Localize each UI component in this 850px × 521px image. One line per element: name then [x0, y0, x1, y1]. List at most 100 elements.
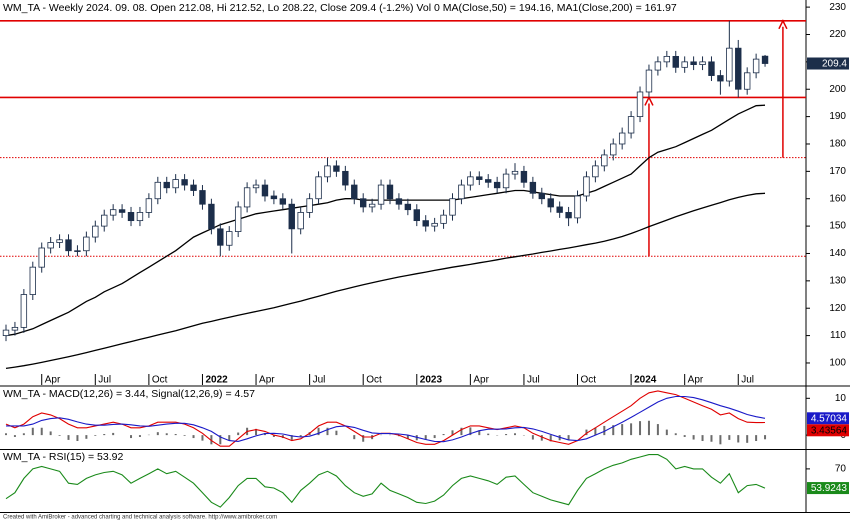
- histogram-bar: [22, 433, 25, 436]
- histogram-bar: [630, 423, 633, 436]
- histogram-bar: [656, 424, 659, 436]
- histogram-bar: [5, 433, 7, 436]
- candle-body: [342, 170, 349, 186]
- x-tick-label: Jul: [527, 375, 540, 386]
- candle-body: [467, 176, 474, 186]
- candle-body: [333, 165, 340, 172]
- candle-body: [243, 187, 251, 208]
- candle-body: [190, 184, 197, 191]
- candle-body: [502, 173, 510, 189]
- histogram-bar: [487, 433, 490, 436]
- candle-body: [627, 116, 635, 134]
- histogram-bar: [755, 435, 758, 442]
- candle-body: [109, 209, 117, 216]
- candle-body: [458, 184, 465, 200]
- histogram-bar: [746, 435, 749, 443]
- histogram-bar: [424, 435, 427, 440]
- candle-body: [127, 212, 135, 222]
- y-tick-label: 160: [829, 193, 846, 204]
- histogram-bar: [353, 435, 356, 440]
- candle-body: [672, 55, 679, 68]
- histogram-bar: [701, 435, 704, 442]
- histogram-bar: [228, 435, 231, 441]
- histogram-bar: [639, 421, 642, 436]
- histogram-bar: [174, 434, 177, 436]
- histogram-bar: [94, 435, 97, 436]
- candle-body: [118, 209, 126, 213]
- candle-body: [208, 203, 215, 230]
- candle-body: [270, 195, 278, 200]
- candle-body: [404, 203, 412, 211]
- candle-body: [574, 195, 581, 219]
- histogram-bar: [478, 430, 481, 436]
- candle-body: [199, 190, 206, 205]
- histogram-bar: [764, 435, 767, 440]
- histogram-bar: [665, 429, 668, 436]
- candle-body: [217, 228, 224, 246]
- histogram-bar: [728, 435, 731, 440]
- histogram-bar: [272, 435, 275, 437]
- y-tick-label: 170: [829, 166, 846, 177]
- histogram-bar: [201, 435, 204, 441]
- histogram-bar: [156, 432, 159, 436]
- histogram-bar: [317, 427, 320, 436]
- y-tick-label: 220: [829, 29, 846, 40]
- candle-body: [172, 179, 179, 189]
- histogram-bar: [683, 435, 686, 437]
- histogram-bar: [621, 424, 624, 436]
- candle-body: [440, 214, 447, 224]
- histogram-bar: [540, 435, 543, 441]
- candle-body: [422, 220, 429, 227]
- macd-title: WM_TA - MACD(12,26) = 3.44, Signal(12,26…: [3, 388, 255, 400]
- x-tick-label: Oct: [581, 375, 597, 386]
- candle-body: [520, 170, 528, 183]
- y-tick-label: 130: [829, 275, 846, 286]
- y-tick-label: 150: [829, 221, 846, 232]
- candle-body: [2, 329, 10, 336]
- candle-body: [65, 239, 72, 252]
- candle-body: [645, 69, 653, 93]
- candle-body: [717, 75, 724, 82]
- histogram-bar: [674, 433, 677, 436]
- y-tick-label: 120: [829, 303, 846, 314]
- histogram-bar: [210, 435, 213, 445]
- histogram-bar: [255, 428, 258, 436]
- x-tick-label: Jul: [741, 375, 754, 386]
- candle-body: [47, 242, 54, 249]
- candle-body: [368, 203, 376, 208]
- candle-body: [690, 61, 697, 66]
- candle-body: [610, 143, 617, 156]
- value-box: [807, 424, 849, 437]
- candle-body: [306, 198, 313, 213]
- y-tick-label: 200: [829, 84, 846, 95]
- histogram-bar: [31, 427, 34, 436]
- candle-body: [11, 326, 19, 331]
- candle-body: [583, 176, 590, 197]
- candle-body: [56, 239, 63, 243]
- value-box: [807, 57, 849, 70]
- value-box-label: 4.57034: [811, 413, 848, 424]
- candle-body: [449, 198, 456, 216]
- candle-body: [38, 247, 45, 268]
- candle-body: [154, 181, 162, 200]
- histogram-bar: [567, 435, 570, 440]
- histogram-bar: [49, 431, 52, 436]
- y-tick-label: 10: [835, 393, 847, 404]
- candle-body: [324, 165, 331, 178]
- histogram-bar: [647, 420, 650, 436]
- candle-body: [413, 209, 420, 222]
- histogram-bar: [326, 427, 329, 436]
- histogram-bar: [469, 427, 472, 436]
- arrow-head: [778, 19, 788, 30]
- candle-body: [618, 132, 626, 145]
- histogram-bar: [192, 435, 195, 439]
- candle-body: [226, 231, 233, 246]
- candle-body: [234, 206, 242, 232]
- y-tick-label: 190: [829, 111, 846, 122]
- candle-body: [261, 184, 269, 197]
- histogram-bar: [299, 435, 302, 437]
- candle-body: [485, 179, 492, 183]
- footer: Created with AmiBroker - advanced charti…: [3, 515, 277, 521]
- candle-body: [538, 192, 545, 200]
